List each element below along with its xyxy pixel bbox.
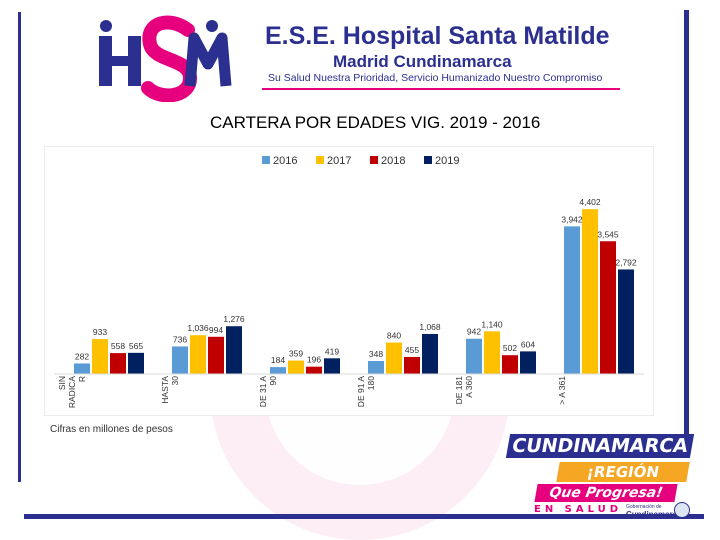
bar-2019-4 bbox=[520, 351, 536, 374]
data-label-2016-2: 184 bbox=[271, 355, 285, 365]
category-label-line: 180 bbox=[366, 376, 376, 390]
bar-2016-3 bbox=[368, 360, 384, 374]
data-label-2016-5: 3,942 bbox=[561, 214, 583, 224]
data-label-2017-5: 4,402 bbox=[579, 197, 601, 207]
category-label-line: DE 181 bbox=[454, 376, 464, 405]
bar-2017-2 bbox=[288, 360, 304, 374]
category-label-line: R bbox=[77, 376, 87, 382]
bar-2019-2 bbox=[324, 358, 340, 374]
data-label-2019-3: 1,068 bbox=[419, 322, 441, 332]
chart-frame bbox=[44, 146, 654, 416]
left-accent-bar bbox=[18, 12, 21, 482]
logo-line-3: Que Progresa! bbox=[534, 484, 678, 502]
cundinamarca-logo: CUNDINAMARCA ¡REGIÓN Que Progresa! EN SA… bbox=[505, 432, 704, 519]
data-label-2017-1: 1,036 bbox=[187, 323, 209, 333]
bar-2016-1 bbox=[172, 346, 188, 374]
bar-2017-5 bbox=[582, 209, 598, 374]
bar-2019-0 bbox=[128, 352, 144, 374]
category-label-line: 30 bbox=[170, 376, 180, 386]
legend-label-2016: 2016 bbox=[273, 155, 297, 167]
category-label-line: SIN bbox=[57, 376, 67, 390]
chart-legend: 2016 2017 2018 2019 bbox=[262, 155, 459, 167]
data-label-2016-1: 736 bbox=[173, 334, 187, 344]
bar-2018-5 bbox=[600, 241, 616, 374]
bar-2017-4 bbox=[484, 331, 500, 374]
bar-2018-1 bbox=[208, 336, 224, 374]
category-label-line: DE 91 A bbox=[356, 376, 366, 408]
data-label-2016-4: 942 bbox=[467, 327, 481, 337]
legend-label-2018: 2018 bbox=[381, 155, 405, 167]
data-label-2019-2: 419 bbox=[325, 346, 339, 356]
category-label-line: 90 bbox=[268, 376, 278, 386]
data-label-2016-0: 282 bbox=[75, 351, 89, 361]
category-label-3: DE 91 A 180 bbox=[356, 376, 376, 408]
bar-2019-1 bbox=[226, 326, 242, 374]
hospital-logo bbox=[99, 15, 232, 102]
gov-seal-icon bbox=[674, 502, 690, 518]
data-label-2019-5: 2,792 bbox=[615, 257, 637, 267]
bar-2018-3 bbox=[404, 356, 420, 374]
bar-2016-4 bbox=[466, 338, 482, 374]
category-label-line: DE 31 A bbox=[258, 376, 268, 408]
logo-line-2: ¡REGIÓN bbox=[556, 462, 690, 482]
data-label-2018-3: 455 bbox=[405, 345, 419, 355]
category-label-line: HASTA bbox=[160, 376, 170, 404]
bottom-accent-bar bbox=[24, 514, 704, 519]
category-label-1: HASTA 30 bbox=[160, 376, 180, 404]
category-label-line: A 360 bbox=[464, 376, 474, 398]
bar-2018-4 bbox=[502, 355, 518, 374]
right-accent-bar bbox=[684, 10, 689, 450]
legend-label-2017: 2017 bbox=[327, 155, 351, 167]
logo-line-1: CUNDINAMARCA bbox=[505, 434, 695, 458]
gov-label-name: Cundinamarca bbox=[626, 510, 682, 519]
data-label-2018-0: 558 bbox=[111, 341, 125, 351]
bar-2018-2 bbox=[306, 366, 322, 374]
data-label-2017-4: 1,140 bbox=[481, 319, 503, 329]
category-label-line: RADICA bbox=[67, 376, 77, 408]
legend-swatch-2018 bbox=[370, 156, 378, 164]
legend-swatch-2017 bbox=[316, 156, 324, 164]
category-label-4: DE 181 A 360 bbox=[454, 376, 474, 405]
chart-bars bbox=[74, 209, 634, 374]
bar-2017-1 bbox=[190, 335, 206, 374]
bar-2016-2 bbox=[270, 367, 286, 374]
legend-swatch-2016 bbox=[262, 156, 270, 164]
data-label-2018-2: 196 bbox=[307, 355, 321, 365]
data-label-2019-0: 565 bbox=[129, 341, 143, 351]
header-underline bbox=[262, 88, 620, 90]
category-label-line: > A 361 bbox=[557, 376, 567, 405]
data-label-2019-4: 604 bbox=[521, 339, 535, 349]
bar-2018-0 bbox=[110, 353, 126, 374]
gov-label-small: Gobernación de bbox=[626, 504, 662, 510]
data-label-2018-5: 3,545 bbox=[597, 229, 619, 239]
data-label-2018-1: 994 bbox=[209, 325, 223, 335]
hospital-location: Madrid Cundinamarca bbox=[333, 52, 512, 71]
data-label-2019-1: 1,276 bbox=[223, 314, 245, 324]
hospital-slogan: Su Salud Nuestra Prioridad, Servicio Hum… bbox=[268, 72, 603, 84]
bar-2017-0 bbox=[92, 339, 108, 374]
category-label-0: SIN RADICA R bbox=[57, 376, 87, 408]
bar-2016-5 bbox=[564, 226, 580, 374]
bar-2019-3 bbox=[422, 334, 438, 374]
bar-2019-5 bbox=[618, 269, 634, 374]
data-label-2017-3: 840 bbox=[387, 331, 401, 341]
logo-line-4: EN SALUD bbox=[534, 504, 623, 515]
chart-category-labels: SIN RADICA R HASTA 30 DE 31 A 90 DE 91 A 180 DE 1… bbox=[57, 376, 567, 408]
data-label-2018-4: 502 bbox=[503, 343, 517, 353]
chart-title: CARTERA POR EDADES VIG. 2019 - 2016 bbox=[210, 113, 541, 132]
data-label-2017-0: 933 bbox=[93, 327, 107, 337]
bar-2017-3 bbox=[386, 342, 402, 374]
legend-label-2019: 2019 bbox=[435, 155, 459, 167]
legend-swatch-2019 bbox=[424, 156, 432, 164]
bar-2016-0 bbox=[74, 363, 90, 374]
data-label-2017-2: 359 bbox=[289, 349, 303, 359]
chart-footnote: Cifras en millones de pesos bbox=[50, 424, 173, 435]
data-label-2016-3: 348 bbox=[369, 349, 383, 359]
hospital-name: E.S.E. Hospital Santa Matilde bbox=[265, 22, 610, 50]
category-label-2: DE 31 A 90 bbox=[258, 376, 278, 408]
category-label-5: > A 361 bbox=[557, 376, 567, 405]
